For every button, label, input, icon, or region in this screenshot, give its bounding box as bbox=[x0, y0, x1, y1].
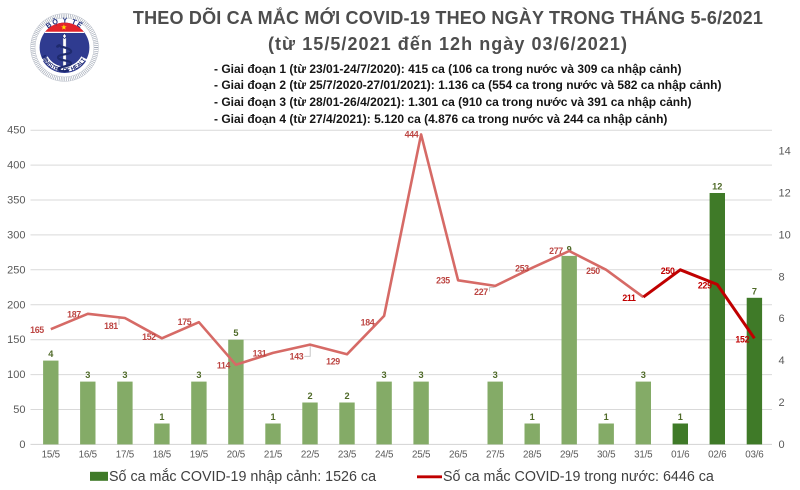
svg-text:250: 250 bbox=[586, 266, 600, 276]
svg-text:1: 1 bbox=[159, 412, 164, 422]
svg-text:184: 184 bbox=[361, 317, 375, 327]
svg-text:1: 1 bbox=[270, 412, 275, 422]
svg-text:229: 229 bbox=[698, 280, 712, 290]
svg-text:2: 2 bbox=[344, 391, 349, 401]
svg-text:29/5: 29/5 bbox=[560, 450, 579, 461]
svg-text:01/6: 01/6 bbox=[671, 450, 690, 461]
svg-text:6: 6 bbox=[779, 313, 785, 325]
svg-text:200: 200 bbox=[7, 299, 25, 311]
svg-text:23/5: 23/5 bbox=[338, 450, 357, 461]
svg-text:27/5: 27/5 bbox=[486, 450, 505, 461]
svg-text:129: 129 bbox=[326, 357, 340, 367]
svg-text:3: 3 bbox=[196, 370, 201, 380]
svg-text:3: 3 bbox=[122, 370, 127, 380]
svg-text:16/5: 16/5 bbox=[79, 450, 98, 461]
svg-text:152: 152 bbox=[142, 332, 156, 342]
svg-text:12: 12 bbox=[712, 182, 722, 192]
svg-text:143: 143 bbox=[290, 352, 304, 362]
svg-text:20/5: 20/5 bbox=[227, 450, 246, 461]
svg-text:165: 165 bbox=[30, 325, 44, 335]
svg-text:3: 3 bbox=[85, 370, 90, 380]
svg-text:235: 235 bbox=[436, 276, 450, 286]
svg-text:350: 350 bbox=[7, 195, 25, 207]
svg-text:3: 3 bbox=[641, 370, 646, 380]
svg-text:227: 227 bbox=[474, 287, 488, 297]
svg-text:250: 250 bbox=[7, 264, 25, 276]
svg-text:131: 131 bbox=[253, 348, 267, 358]
svg-text:12: 12 bbox=[779, 188, 791, 200]
svg-text:18/5: 18/5 bbox=[153, 450, 172, 461]
svg-text:1: 1 bbox=[678, 412, 683, 422]
svg-text:50: 50 bbox=[13, 404, 25, 416]
svg-text:181: 181 bbox=[104, 321, 118, 331]
svg-text:02/6: 02/6 bbox=[708, 450, 727, 461]
svg-text:150: 150 bbox=[7, 334, 25, 346]
svg-text:3: 3 bbox=[419, 370, 424, 380]
svg-text:3: 3 bbox=[493, 370, 498, 380]
svg-text:114: 114 bbox=[217, 360, 231, 370]
svg-text:300: 300 bbox=[7, 229, 25, 241]
svg-text:9: 9 bbox=[567, 244, 572, 254]
svg-text:1: 1 bbox=[530, 412, 535, 422]
svg-text:2: 2 bbox=[779, 397, 785, 409]
svg-text:03/6: 03/6 bbox=[745, 450, 764, 461]
svg-text:175: 175 bbox=[178, 317, 192, 327]
svg-text:25/5: 25/5 bbox=[412, 450, 431, 461]
svg-text:444: 444 bbox=[405, 129, 419, 139]
svg-text:17/5: 17/5 bbox=[116, 450, 135, 461]
svg-text:8: 8 bbox=[779, 271, 785, 283]
svg-text:30/5: 30/5 bbox=[597, 450, 616, 461]
svg-text:7: 7 bbox=[752, 286, 757, 296]
svg-text:0: 0 bbox=[779, 439, 785, 451]
svg-text:4: 4 bbox=[48, 349, 54, 359]
svg-text:3: 3 bbox=[382, 370, 387, 380]
svg-text:400: 400 bbox=[7, 160, 25, 172]
svg-text:5: 5 bbox=[233, 328, 238, 338]
svg-text:24/5: 24/5 bbox=[375, 450, 394, 461]
svg-text:0: 0 bbox=[19, 439, 25, 451]
svg-text:21/5: 21/5 bbox=[264, 450, 283, 461]
svg-text:187: 187 bbox=[67, 310, 81, 320]
svg-text:2: 2 bbox=[307, 391, 312, 401]
svg-text:211: 211 bbox=[622, 293, 636, 303]
svg-text:BỘ Y TẾ: BỘ Y TẾ bbox=[44, 16, 86, 31]
svg-text:450: 450 bbox=[7, 125, 25, 137]
svg-text:253: 253 bbox=[515, 264, 529, 274]
svg-text:31/5: 31/5 bbox=[634, 450, 653, 461]
svg-text:28/5: 28/5 bbox=[523, 450, 542, 461]
svg-text:10: 10 bbox=[779, 229, 791, 241]
svg-text:22/5: 22/5 bbox=[301, 450, 320, 461]
svg-text:1: 1 bbox=[604, 412, 609, 422]
svg-text:152: 152 bbox=[735, 334, 749, 344]
svg-text:277: 277 bbox=[549, 246, 563, 256]
svg-text:4: 4 bbox=[779, 355, 785, 367]
svg-text:14: 14 bbox=[779, 146, 791, 158]
svg-text:250: 250 bbox=[661, 266, 675, 276]
svg-text:15/5: 15/5 bbox=[42, 450, 61, 461]
svg-text:100: 100 bbox=[7, 369, 25, 381]
svg-text:19/5: 19/5 bbox=[190, 450, 209, 461]
svg-text:26/5: 26/5 bbox=[449, 450, 468, 461]
